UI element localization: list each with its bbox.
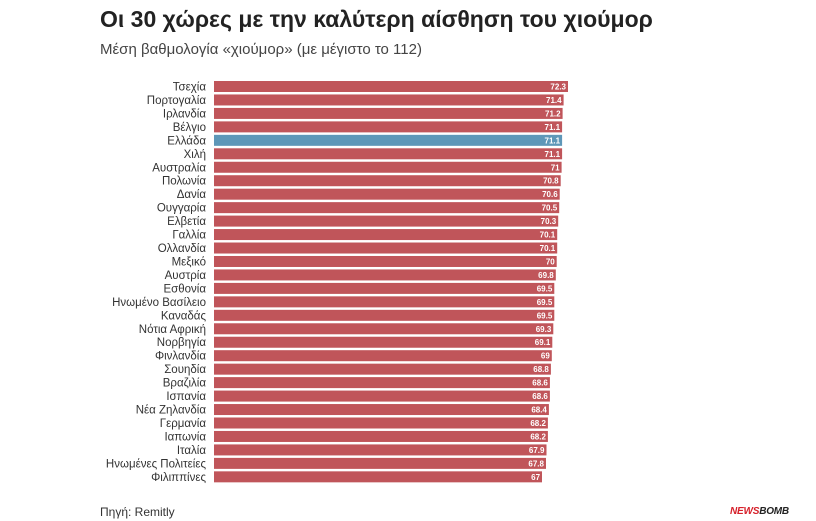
newsbomb-logo: NEWSBOMB <box>730 506 789 517</box>
bar <box>214 269 556 281</box>
category-label: Νότια Αφρική <box>139 324 206 336</box>
category-label: Γαλλία <box>172 230 206 242</box>
category-label: Τσεχία <box>173 82 207 94</box>
value-label: 71.2 <box>545 109 561 118</box>
category-label: Χιλή <box>184 149 206 161</box>
bar <box>214 107 563 119</box>
value-label: 70.6 <box>542 190 558 199</box>
bar <box>214 282 555 294</box>
bar <box>214 188 560 200</box>
category-label: Γερμανία <box>160 418 207 430</box>
category-label: Αυστραλία <box>152 162 206 174</box>
logo-part-news: NEWS <box>730 506 760 517</box>
category-label: Ιαπωνία <box>164 431 206 443</box>
value-label: 67 <box>531 473 540 482</box>
category-label: Ουγγαρία <box>157 203 206 215</box>
bar <box>214 417 548 429</box>
value-label: 72.3 <box>550 83 566 92</box>
bar <box>214 215 559 227</box>
category-label: Ελλάδα <box>167 135 206 147</box>
value-label: 67.9 <box>529 446 545 455</box>
value-label: 67.8 <box>528 459 544 468</box>
category-label: Βέλγιο <box>173 122 206 134</box>
value-label: 71.1 <box>545 136 561 145</box>
value-label: 69.1 <box>535 338 551 347</box>
bar <box>214 94 564 106</box>
bar <box>214 202 560 214</box>
category-label: Ηνωμένες Πολιτείες <box>106 458 207 470</box>
bar <box>214 350 552 362</box>
value-label: 69.3 <box>536 325 552 334</box>
bar <box>214 229 558 241</box>
bar <box>214 444 547 456</box>
value-label: 71.4 <box>546 96 562 105</box>
bar <box>214 457 546 469</box>
value-label: 69.8 <box>538 271 554 280</box>
category-label: Ηνωμένο Βασίλειο <box>112 297 206 309</box>
category-label: Πολωνία <box>162 176 206 188</box>
value-label: 69.5 <box>537 311 553 320</box>
bar <box>214 148 563 160</box>
category-label: Νορβηγία <box>157 337 207 349</box>
value-label: 71.1 <box>545 123 561 132</box>
value-label: 68.2 <box>530 419 546 428</box>
bar <box>214 255 557 267</box>
category-label: Βραζιλία <box>163 378 207 390</box>
category-label: Καναδάς <box>161 310 207 322</box>
category-label: Ιρλανδία <box>163 108 206 120</box>
category-label: Μεξικό <box>172 256 206 268</box>
value-label: 68.6 <box>532 379 548 388</box>
value-label: 70.3 <box>541 217 557 226</box>
category-label: Ελβετία <box>167 216 206 228</box>
category-label: Πορτογαλία <box>147 95 207 107</box>
bar <box>214 430 548 442</box>
source-note: Πηγή: Remitly <box>100 505 175 519</box>
value-label: 70 <box>546 257 555 266</box>
value-label: 69.5 <box>537 284 553 293</box>
bar <box>214 471 542 483</box>
category-label: Αυστρία <box>165 270 207 282</box>
bar <box>214 296 555 308</box>
bar <box>214 390 550 402</box>
bar <box>214 81 568 92</box>
value-label: 68.8 <box>533 365 549 374</box>
category-label: Δανία <box>177 189 207 201</box>
category-label: Φινλανδία <box>155 351 206 363</box>
value-label: 70.1 <box>540 244 556 253</box>
chart-title: Οι 30 χώρες με την καλύτερη αίσθηση του … <box>100 6 653 32</box>
bar <box>214 323 554 335</box>
category-label: Εσθονία <box>163 283 206 295</box>
bar <box>214 121 563 133</box>
value-label: 70.5 <box>542 204 558 213</box>
value-label: 68.6 <box>532 392 548 401</box>
logo-part-bomb: BOMB <box>759 506 789 517</box>
category-label: Φιλιππίνες <box>151 472 206 484</box>
category-label: Ολλανδία <box>158 243 207 255</box>
bar <box>214 363 551 375</box>
bar <box>214 134 563 146</box>
value-label: 71.1 <box>545 150 561 159</box>
value-label: 71 <box>551 163 560 172</box>
value-label: 68.2 <box>530 432 546 441</box>
bar <box>214 309 555 321</box>
bar <box>214 336 553 348</box>
value-label: 69 <box>541 352 550 361</box>
chart-subtitle: Μέση βαθμολογία «χιούμορ» (με μέγιστο το… <box>100 41 422 58</box>
bar <box>214 404 549 416</box>
bar <box>214 175 561 187</box>
bar <box>214 377 550 389</box>
category-label: Νέα Ζηλανδία <box>136 405 207 417</box>
value-label: 70.1 <box>540 231 556 240</box>
value-label: 70.8 <box>543 177 559 186</box>
category-label: Σουηδία <box>164 364 206 376</box>
bar <box>214 242 558 254</box>
bar <box>214 161 562 173</box>
category-label: Ισπανία <box>166 391 206 403</box>
category-label: Ιταλία <box>177 445 207 457</box>
value-label: 68.4 <box>531 406 547 415</box>
value-label: 69.5 <box>537 298 553 307</box>
